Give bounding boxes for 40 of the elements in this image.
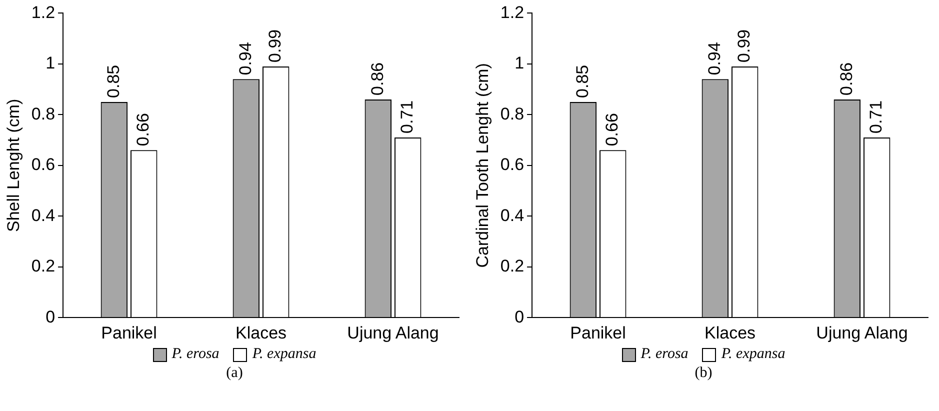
x-tick-label: Klaces [704,323,756,342]
x-tick-label: Ujung Alang [347,323,439,342]
y-tick-label: 0.2 [31,256,56,276]
x-tick-label: Panikel [101,323,157,342]
x-tick-label: Ujung Alang [816,323,908,342]
x-tick-label: Panikel [570,323,626,342]
data-label: 0.85 [104,64,123,98]
y-tick-label: 1 [514,54,524,73]
y-axis-title: Shell Lenght (cm) [4,98,23,232]
data-label: 0.99 [266,29,285,62]
data-label: 0.85 [572,64,592,98]
y-tick-label: 0.8 [31,104,56,124]
data-label: 0.66 [134,113,153,146]
text: P. expansa [721,346,786,363]
data-label: 0.71 [866,100,886,134]
y-tick-label: 1.2 [500,2,524,22]
data-label: 0.66 [602,113,622,146]
data-label: 0.94 [236,42,255,76]
y-tick-label: 0.4 [500,206,524,225]
legend-label: P. erosa [640,346,688,363]
legend-label: P. erosa [172,346,220,363]
y-tick-label: 0 [46,307,56,326]
y-tick-label: 0.6 [500,155,524,174]
data-label: 0.94 [704,42,724,76]
x-tick-label: Klaces [236,323,287,342]
y-tick-label: 0.8 [500,104,524,124]
y-tick-label: 0.6 [31,155,56,174]
text: P. expansa [252,346,316,363]
text: (b) [694,365,714,382]
data-label: 0.86 [368,62,387,96]
text: (a) [225,365,244,382]
y-tick-label: 1 [46,54,56,73]
data-label: 0.99 [734,29,754,62]
y-tick-label: 0.2 [500,256,524,276]
data-label: 0.71 [398,100,417,134]
data-label: 0.86 [836,62,856,96]
y-axis-title: Cardinal Tooth Lenght (cm) [472,63,492,268]
y-tick-label: 0.4 [31,206,56,225]
y-tick-label: 1.2 [31,2,56,22]
y-tick-label: 0 [514,307,524,326]
